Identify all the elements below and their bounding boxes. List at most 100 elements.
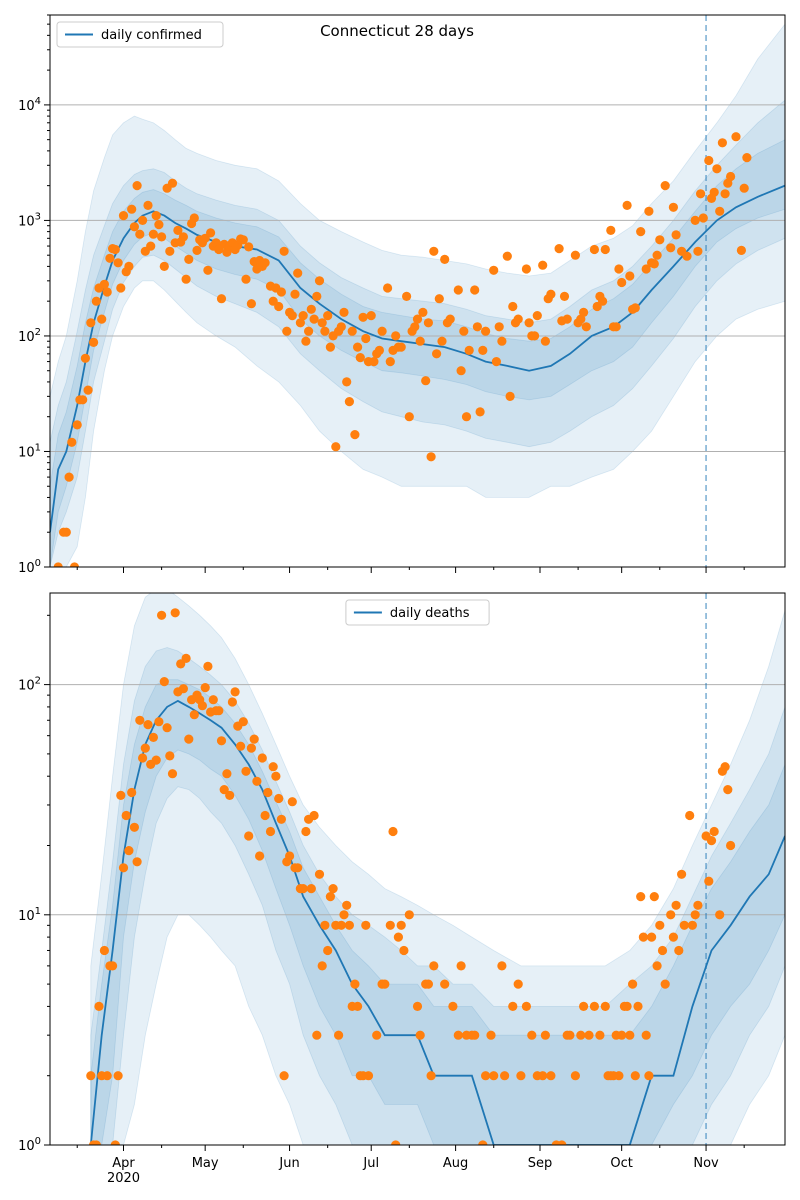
y-tick-exponent: 0 <box>35 558 41 569</box>
data-point <box>633 1001 643 1012</box>
y-tick-base: 10 <box>18 909 35 924</box>
legend: daily confirmed <box>56 21 224 48</box>
data-point <box>481 326 491 336</box>
data-point <box>148 229 158 239</box>
data-point <box>372 1030 382 1040</box>
data-point <box>445 314 455 324</box>
data-point <box>241 274 251 284</box>
data-point <box>344 397 354 407</box>
data-point <box>323 311 333 321</box>
data-point <box>143 720 153 730</box>
data-point <box>440 254 450 264</box>
y-tick-exponent: 3 <box>35 211 41 222</box>
y-tick-exponent: 1 <box>35 906 41 917</box>
data-point <box>374 345 384 355</box>
data-point <box>617 277 627 288</box>
data-point <box>622 1001 632 1012</box>
data-point <box>165 246 175 256</box>
data-point <box>440 979 450 989</box>
data-point <box>118 863 129 873</box>
data-point <box>709 187 719 197</box>
legend-box <box>345 599 490 626</box>
data-point <box>83 385 93 395</box>
data-point <box>132 181 142 191</box>
data-point <box>151 211 161 221</box>
data-point <box>579 307 589 317</box>
data-point <box>423 318 433 328</box>
data-point <box>78 395 88 405</box>
data-point <box>432 349 442 359</box>
data-point <box>320 920 330 930</box>
data-point <box>489 1071 499 1081</box>
data-point <box>429 246 439 256</box>
data-point <box>421 376 431 386</box>
data-point <box>350 979 360 989</box>
data-point <box>693 900 703 910</box>
x-tick-label: Sep <box>528 1156 553 1171</box>
data-point <box>668 932 679 942</box>
data-point <box>298 311 308 321</box>
data-point <box>64 472 74 482</box>
y-tick-label: 104 <box>18 96 41 114</box>
data-point <box>589 1001 600 1012</box>
data-point <box>538 1071 548 1081</box>
data-point <box>320 326 330 336</box>
data-point <box>312 1030 322 1040</box>
data-point <box>595 1030 605 1040</box>
data-point <box>636 227 646 237</box>
axes-frame <box>49 592 786 1146</box>
data-point <box>508 301 518 312</box>
data-point <box>388 826 398 837</box>
data-point <box>693 246 703 256</box>
legend-label: daily confirmed <box>101 28 202 43</box>
data-point <box>638 932 649 942</box>
data-point <box>505 391 515 401</box>
data-point <box>260 810 270 821</box>
data-point <box>154 220 164 230</box>
data-point <box>677 869 687 879</box>
data-point <box>249 734 259 744</box>
data-point <box>459 326 469 336</box>
data-point <box>323 945 333 956</box>
data-point <box>227 697 237 707</box>
data-point <box>391 1140 401 1145</box>
data-point <box>306 304 316 314</box>
data-point <box>110 1140 120 1145</box>
data-point <box>429 961 439 971</box>
data-point <box>470 1030 480 1040</box>
data-point <box>222 769 232 779</box>
data-point <box>426 452 436 462</box>
data-point <box>244 831 254 841</box>
data-point <box>178 232 188 242</box>
data-point <box>712 164 722 174</box>
data-point <box>690 215 700 225</box>
y-tick-exponent: 2 <box>35 676 41 687</box>
data-point <box>314 276 325 286</box>
data-point <box>132 857 142 867</box>
data-point <box>402 291 412 301</box>
data-point <box>508 1001 518 1012</box>
data-point <box>219 785 229 795</box>
data-point <box>279 246 289 256</box>
data-point <box>630 303 640 313</box>
data-point <box>94 1001 104 1012</box>
data-point <box>97 314 107 324</box>
data-point <box>170 608 180 618</box>
data-point <box>391 331 401 341</box>
data-point <box>129 222 139 232</box>
data-point <box>157 610 167 620</box>
data-point <box>380 979 390 989</box>
data-point <box>197 701 207 711</box>
data-point <box>434 294 444 304</box>
data-point <box>61 527 71 537</box>
x-tick-label: Nov <box>693 1156 719 1171</box>
data-point <box>113 258 123 268</box>
data-point <box>524 318 534 328</box>
data-point <box>720 189 730 199</box>
data-point <box>189 710 199 720</box>
data-point <box>660 181 670 191</box>
data-point <box>325 342 335 352</box>
x-tick-label: Apr <box>112 1156 135 1171</box>
x-year-label: 2020 <box>107 1171 140 1186</box>
